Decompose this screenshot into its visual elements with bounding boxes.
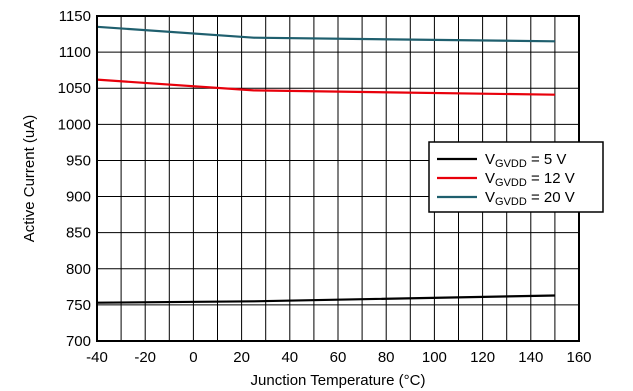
x-tick-label: 60 [330, 349, 347, 366]
series-line [96, 294, 555, 304]
series-lines [96, 25, 555, 304]
x-tick-label: 160 [566, 349, 591, 366]
y-tick-labels: 700 750 800 850 900 950 1000 1050 1100 1150 [58, 8, 91, 350]
series-line [96, 78, 555, 96]
y-tick-label: 1050 [58, 80, 91, 97]
legend-label: VGVDD = 20 V [485, 189, 575, 208]
x-tick-label: 20 [233, 349, 250, 366]
x-axis-title: Junction Temperature (°C) [251, 372, 426, 389]
x-tick-labels: -40 -20 0 20 40 60 80 100 120 140 160 [86, 349, 591, 366]
x-tick-label: 100 [422, 349, 447, 366]
x-tick-label: -20 [134, 349, 156, 366]
legend-label: VGVDD = 5 V [485, 151, 566, 170]
x-tick-label: 40 [281, 349, 298, 366]
y-tick-label: 700 [66, 333, 91, 350]
legend-box [428, 141, 604, 213]
y-tick-label: 1100 [59, 44, 91, 61]
y-tick-label: 900 [66, 189, 91, 206]
series-line [96, 25, 555, 43]
x-tick-label: 0 [189, 349, 197, 366]
y-tick-label: 950 [66, 152, 91, 169]
y-tick-label: 800 [66, 261, 91, 278]
y-tick-label: 850 [66, 225, 91, 242]
x-tick-label: 140 [518, 349, 543, 366]
y-axis-title: Active Current (uA) [21, 115, 38, 243]
x-tick-label: -40 [86, 349, 108, 366]
x-tick-label: 120 [470, 349, 495, 366]
legend-label: VGVDD = 12 V [485, 170, 575, 189]
y-tick-label: 1000 [58, 116, 91, 133]
y-tick-label: 750 [66, 297, 91, 314]
x-tick-label: 80 [378, 349, 395, 366]
y-tick-label: 1150 [59, 8, 91, 25]
